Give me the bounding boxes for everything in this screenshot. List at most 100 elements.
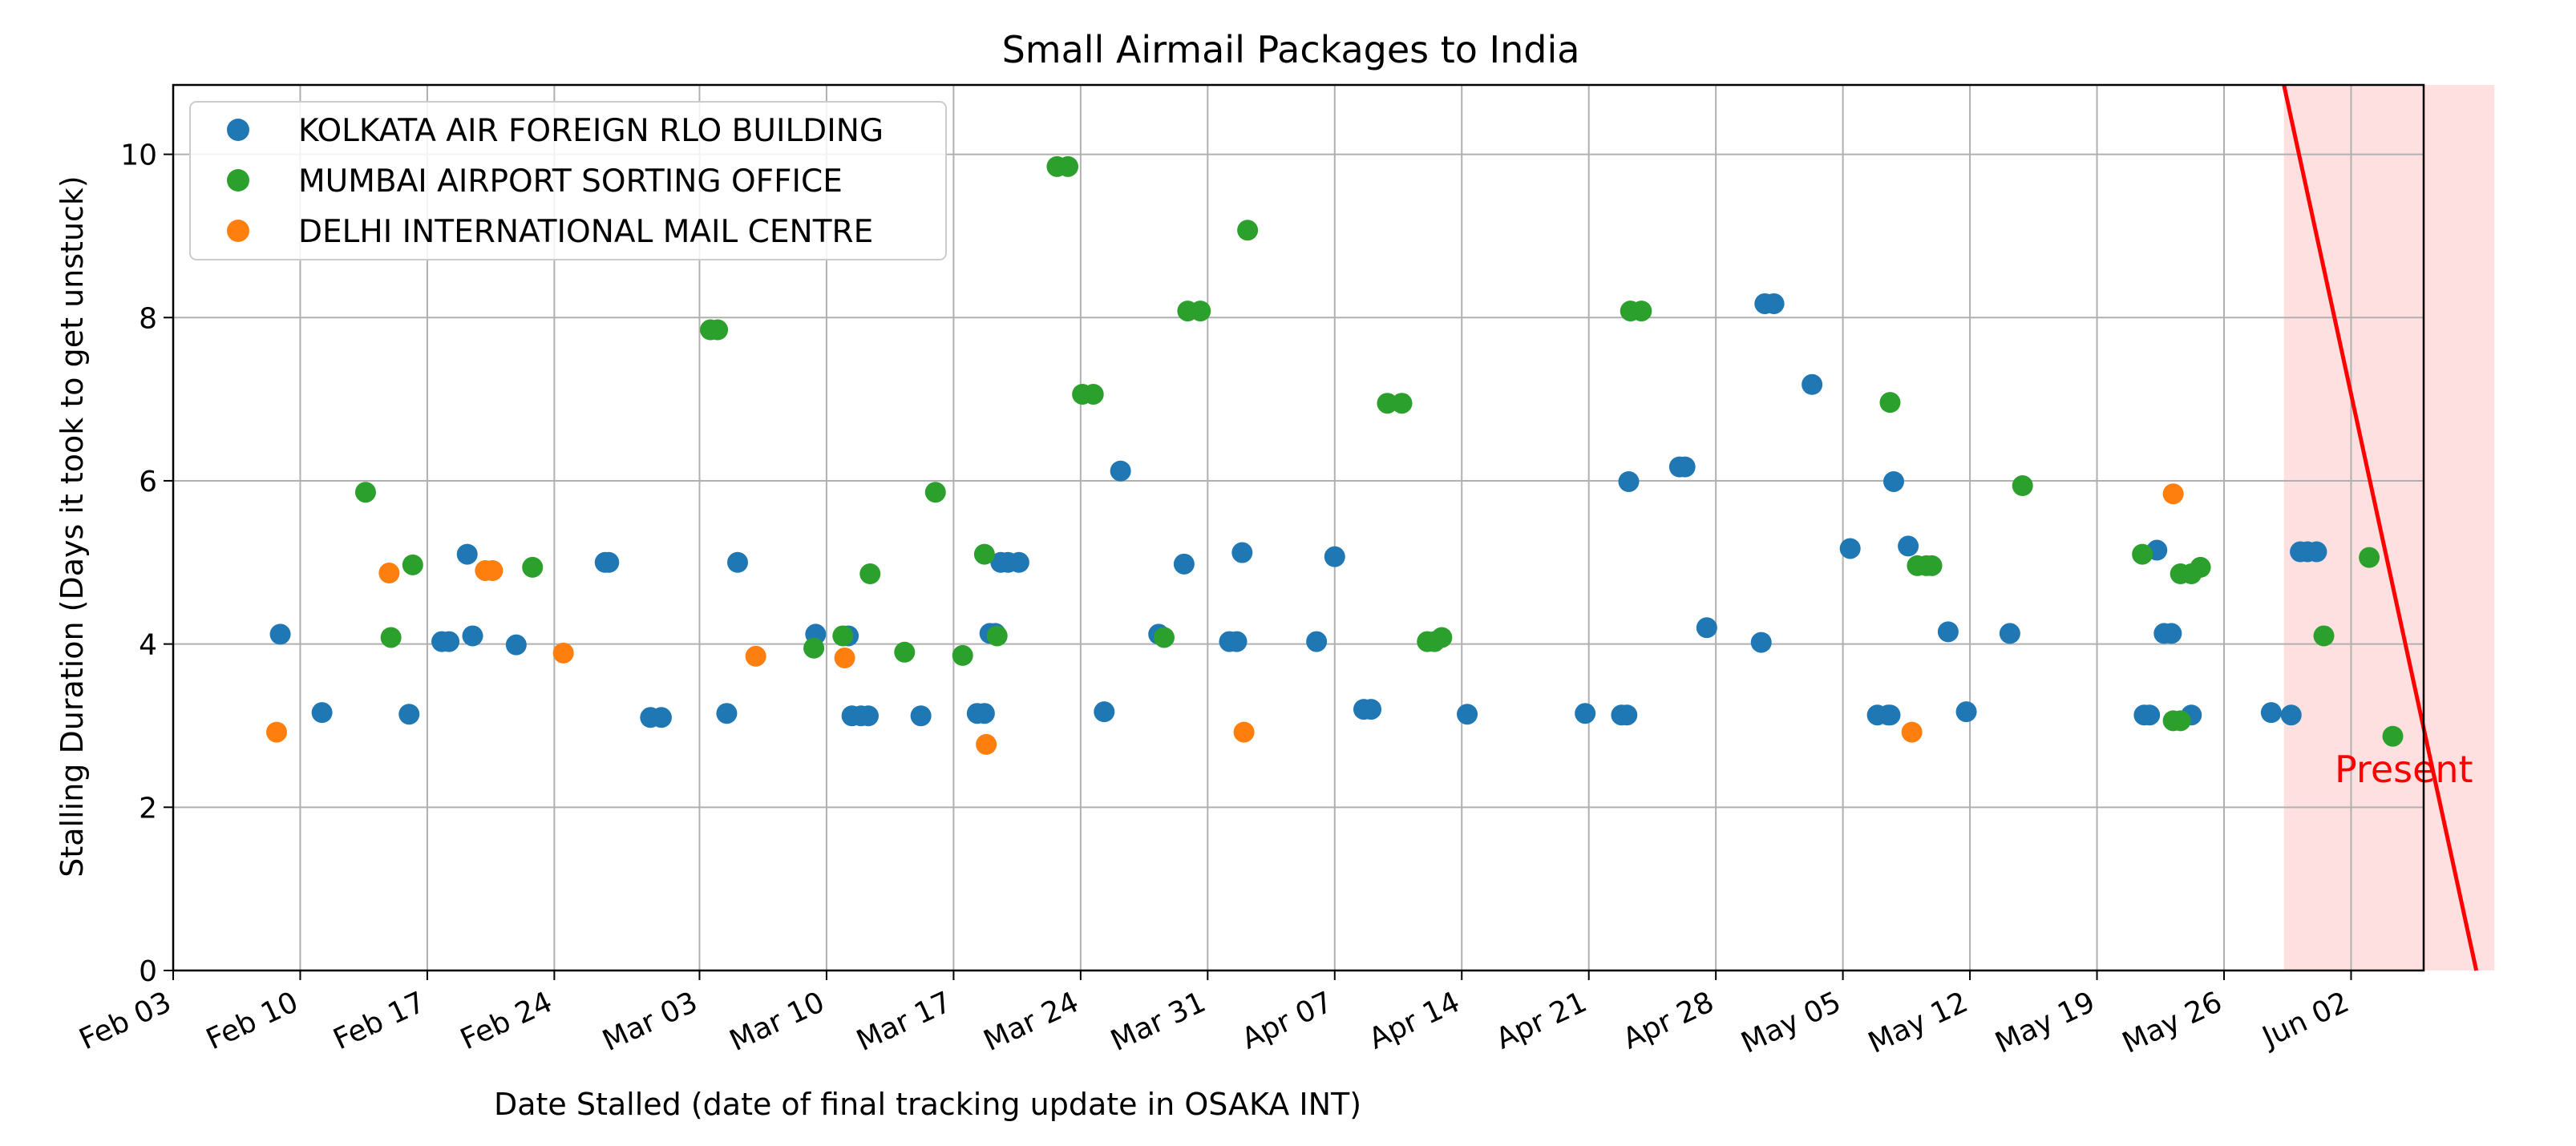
data-point-series-1: [803, 637, 825, 659]
y-tick-label: 8: [139, 302, 157, 335]
data-point-series-2: [552, 642, 574, 664]
data-point-series-1: [2190, 556, 2211, 578]
legend-label: MUMBAI AIRPORT SORTING OFFICE: [298, 163, 843, 200]
data-point-series-0: [1457, 704, 1478, 725]
data-point-series-1: [859, 563, 881, 585]
data-point-series-0: [1226, 631, 1248, 652]
y-tick-label: 4: [139, 629, 157, 662]
data-point-series-0: [456, 543, 478, 565]
chart-title: Small Airmail Packages to India: [1002, 28, 1580, 71]
data-point-series-0: [1094, 701, 1115, 723]
data-point-series-1: [2382, 725, 2404, 747]
y-tick-label: 6: [139, 466, 157, 498]
data-point-series-0: [2161, 623, 2182, 644]
data-point-series-0: [1898, 535, 1919, 557]
data-point-series-0: [2260, 702, 2282, 724]
data-point-series-0: [439, 631, 460, 652]
data-point-series-0: [505, 634, 527, 656]
data-point-series-1: [354, 482, 376, 503]
x-axis-label: Date Stalled (date of final tracking upd…: [494, 1087, 1361, 1122]
data-point-series-0: [1618, 470, 1640, 492]
present-label: Present: [2335, 748, 2473, 791]
data-point-series-0: [727, 551, 749, 573]
data-point-series-0: [1231, 542, 1253, 563]
data-point-series-2: [1901, 721, 1923, 743]
data-point-series-1: [2313, 625, 2335, 647]
data-point-series-1: [1391, 393, 1413, 414]
data-point-series-0: [269, 623, 291, 645]
data-point-series-0: [1955, 701, 1977, 723]
data-point-series-0: [1110, 460, 1131, 482]
y-tick-label: 2: [139, 792, 157, 825]
y-tick-label: 10: [120, 139, 157, 172]
data-point-series-0: [858, 705, 880, 727]
data-point-series-0: [973, 703, 995, 724]
data-point-series-1: [1190, 301, 1211, 322]
legend-marker: [227, 169, 249, 192]
data-point-series-1: [1879, 392, 1901, 414]
legend-marker: [227, 220, 249, 242]
data-point-series-1: [380, 627, 402, 648]
data-point-series-1: [1631, 301, 1652, 322]
data-point-series-0: [716, 703, 738, 724]
data-point-series-0: [398, 704, 420, 725]
data-point-series-2: [1233, 721, 1255, 743]
y-axis-ticks: 0 2 4 6 8 10: [120, 139, 173, 988]
data-point-series-0: [1575, 703, 1596, 724]
data-point-series-1: [1377, 393, 1398, 414]
legend-box: [189, 101, 947, 260]
data-point-series-1: [402, 554, 423, 575]
data-point-series-0: [1882, 470, 1904, 492]
data-point-series-1: [952, 644, 973, 666]
data-point-series-0: [1361, 699, 1382, 720]
y-tick-label: 0: [139, 955, 157, 988]
legend-label: KOLKATA AIR FOREIGN RLO BUILDING: [298, 113, 884, 149]
data-point-series-0: [1173, 553, 1195, 575]
data-point-series-0: [1008, 551, 1029, 573]
data-point-series-1: [832, 625, 854, 647]
data-point-series-2: [378, 563, 400, 584]
data-point-series-1: [2170, 710, 2191, 732]
data-point-series-2: [834, 647, 855, 668]
plot-frame: [172, 83, 2425, 972]
legend-label: DELHI INTERNATIONAL MAIL CENTRE: [298, 214, 873, 250]
data-point-series-1: [522, 556, 544, 578]
data-point-series-0: [1879, 704, 1901, 726]
data-point-series-1: [2132, 543, 2153, 565]
data-point-series-0: [462, 625, 483, 647]
data-point-series-0: [1999, 623, 2020, 644]
data-point-series-0: [1839, 538, 1861, 559]
data-point-series-1: [2359, 547, 2380, 568]
data-point-series-0: [598, 551, 620, 573]
data-point-series-1: [707, 319, 729, 341]
data-point-series-0: [1802, 373, 1823, 395]
legend: KOLKATA AIR FOREIGN RLO BUILDING MUMBAI A…: [189, 101, 947, 260]
data-point-series-1: [986, 625, 1008, 647]
data-point-series-0: [1324, 546, 1345, 567]
data-point-series-1: [1082, 383, 1104, 405]
data-point-series-0: [1306, 631, 1328, 652]
data-point-series-0: [1616, 704, 1638, 726]
present-line: [2282, 84, 2479, 971]
data-point-series-0: [1763, 293, 1785, 314]
present-shade: [2283, 85, 2495, 970]
data-point-series-1: [2012, 475, 2033, 497]
data-point-series-1: [1237, 220, 1259, 241]
present-annotation-layer: Present: [2282, 84, 2479, 971]
data-point-series-1: [1153, 627, 1175, 648]
data-point-series-1: [1921, 555, 1943, 576]
data-point-series-1: [1057, 155, 1079, 177]
data-point-series-0: [2306, 541, 2327, 563]
data-point-series-0: [1696, 617, 1717, 639]
data-point-series-2: [266, 721, 288, 743]
data-point-series-0: [910, 705, 932, 727]
data-point-series-0: [2280, 704, 2302, 726]
data-point-series-0: [2139, 704, 2161, 726]
data-point-series-0: [1937, 621, 1959, 643]
data-point-series-2: [976, 733, 997, 755]
present-shade-layer: [2283, 85, 2495, 970]
data-point-series-0: [311, 702, 333, 724]
data-point-series-2: [2162, 483, 2184, 505]
data-point-series-0: [1750, 632, 1772, 653]
